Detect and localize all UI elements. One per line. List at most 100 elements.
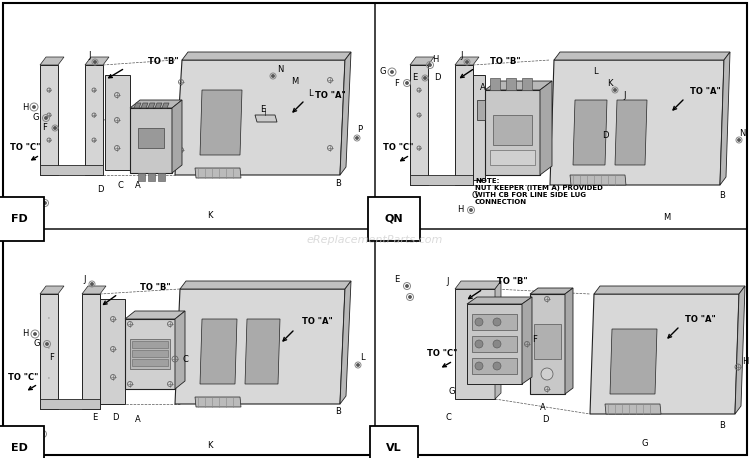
Text: ': ' xyxy=(47,346,49,352)
Polygon shape xyxy=(455,289,495,399)
Polygon shape xyxy=(540,81,552,175)
Text: H: H xyxy=(400,206,406,214)
Text: D: D xyxy=(97,185,104,195)
Text: J: J xyxy=(37,206,39,214)
Text: J: J xyxy=(624,91,626,99)
Polygon shape xyxy=(125,319,175,389)
Text: H: H xyxy=(22,103,28,111)
Polygon shape xyxy=(573,100,607,165)
Polygon shape xyxy=(245,319,280,384)
Text: F: F xyxy=(50,353,55,361)
Text: ED: ED xyxy=(10,443,28,453)
Circle shape xyxy=(541,368,553,380)
Polygon shape xyxy=(485,81,552,90)
Polygon shape xyxy=(82,286,106,294)
Circle shape xyxy=(466,61,468,63)
Polygon shape xyxy=(735,286,745,414)
Circle shape xyxy=(493,362,501,370)
Text: A: A xyxy=(135,180,141,190)
Polygon shape xyxy=(506,78,516,90)
Polygon shape xyxy=(138,173,145,181)
Text: H: H xyxy=(457,206,464,214)
Circle shape xyxy=(272,75,274,77)
Text: C: C xyxy=(117,180,123,190)
Polygon shape xyxy=(138,128,164,148)
Polygon shape xyxy=(40,399,100,409)
Circle shape xyxy=(94,61,96,63)
Polygon shape xyxy=(100,299,125,404)
Text: B: B xyxy=(335,408,341,416)
Polygon shape xyxy=(155,103,162,108)
Text: C: C xyxy=(471,191,477,200)
Polygon shape xyxy=(550,60,724,185)
Polygon shape xyxy=(200,90,242,155)
Circle shape xyxy=(424,77,426,79)
Polygon shape xyxy=(175,60,345,175)
Text: J: J xyxy=(447,278,449,287)
Text: A: A xyxy=(480,82,486,92)
Text: C: C xyxy=(182,354,188,364)
Polygon shape xyxy=(455,65,473,185)
Polygon shape xyxy=(530,288,573,294)
Polygon shape xyxy=(472,336,517,352)
Text: K: K xyxy=(207,441,213,449)
Text: F: F xyxy=(394,78,400,87)
Polygon shape xyxy=(410,65,428,185)
Polygon shape xyxy=(40,165,103,175)
Text: F: F xyxy=(43,124,47,132)
Text: L: L xyxy=(592,67,597,76)
Text: D: D xyxy=(542,414,548,424)
Text: FD: FD xyxy=(10,214,27,224)
Text: B: B xyxy=(719,191,725,201)
Text: K: K xyxy=(608,78,613,87)
Text: TO "C": TO "C" xyxy=(8,372,38,382)
Polygon shape xyxy=(195,168,241,178)
Polygon shape xyxy=(162,103,169,108)
Polygon shape xyxy=(472,358,517,374)
Polygon shape xyxy=(180,281,351,289)
Polygon shape xyxy=(125,311,185,319)
Text: ': ' xyxy=(47,316,49,322)
Polygon shape xyxy=(490,78,500,90)
Polygon shape xyxy=(455,281,501,289)
Text: TO "C": TO "C" xyxy=(427,349,458,359)
Circle shape xyxy=(33,106,35,108)
Text: F: F xyxy=(532,334,538,344)
Text: TO "B": TO "B" xyxy=(148,58,178,66)
Polygon shape xyxy=(455,57,479,65)
Polygon shape xyxy=(594,286,745,294)
Polygon shape xyxy=(158,173,165,181)
Polygon shape xyxy=(134,103,141,108)
Text: eReplacementParts.com: eReplacementParts.com xyxy=(307,235,443,245)
Polygon shape xyxy=(485,90,540,175)
Circle shape xyxy=(412,209,414,211)
Text: VL: VL xyxy=(386,443,402,453)
Polygon shape xyxy=(172,100,182,173)
Text: M: M xyxy=(291,77,298,87)
Polygon shape xyxy=(148,103,155,108)
Text: QN: QN xyxy=(385,214,404,224)
Text: TO "B": TO "B" xyxy=(140,283,170,291)
Polygon shape xyxy=(472,314,517,330)
Text: E: E xyxy=(92,413,98,421)
Circle shape xyxy=(54,127,56,129)
Text: M: M xyxy=(663,213,670,223)
Polygon shape xyxy=(132,359,168,366)
Circle shape xyxy=(470,209,472,211)
Polygon shape xyxy=(141,103,148,108)
Text: G: G xyxy=(448,387,455,397)
Circle shape xyxy=(475,362,483,370)
Text: E: E xyxy=(260,105,266,114)
Text: B: B xyxy=(335,179,341,187)
Text: H: H xyxy=(22,329,28,338)
Text: E: E xyxy=(394,274,400,284)
Polygon shape xyxy=(473,75,485,180)
Circle shape xyxy=(45,117,47,119)
Text: D: D xyxy=(602,131,608,140)
Text: H: H xyxy=(432,55,438,65)
Text: TO "C": TO "C" xyxy=(383,143,413,153)
Circle shape xyxy=(356,137,358,139)
Polygon shape xyxy=(495,281,501,399)
Polygon shape xyxy=(40,65,58,175)
Polygon shape xyxy=(340,52,351,175)
